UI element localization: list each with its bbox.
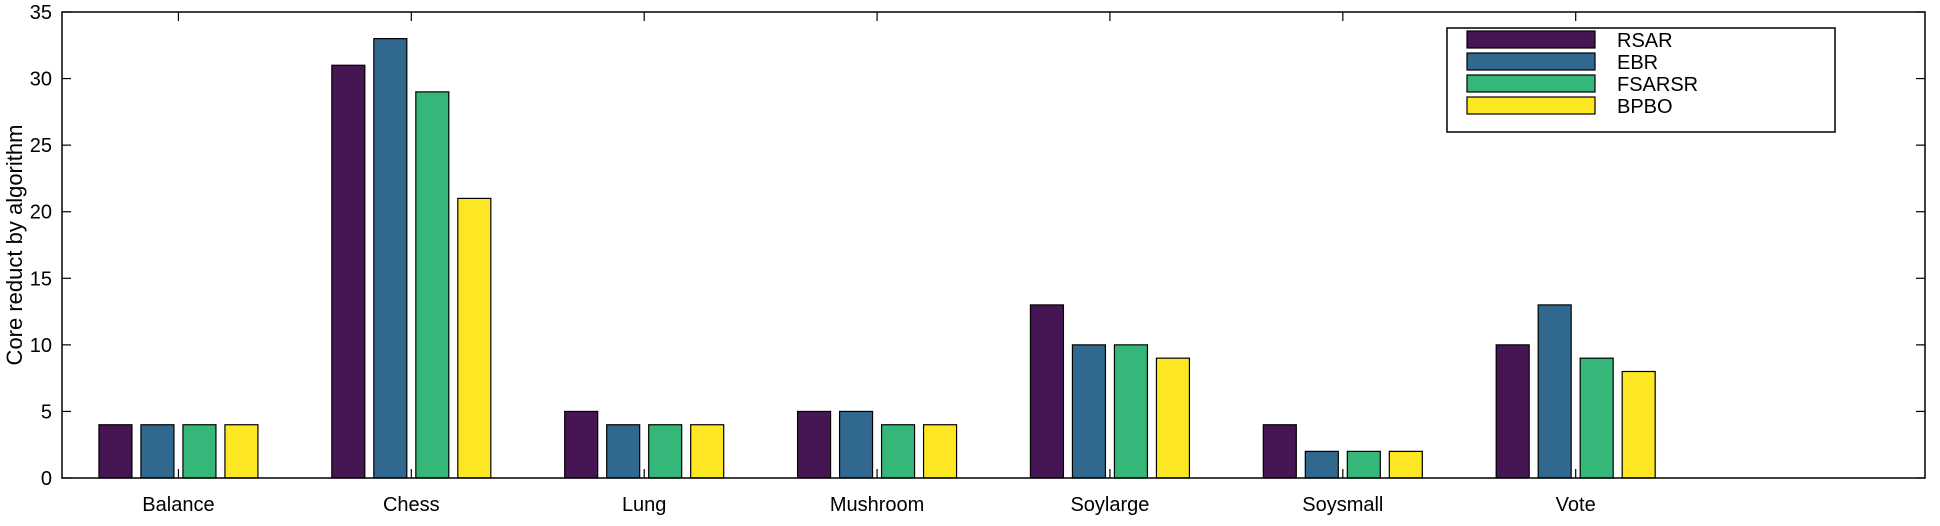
legend-label-fsarsr: FSARSR <box>1617 74 1698 96</box>
bar-rsar-soylarge <box>1029 304 1065 479</box>
bar-ebr-lung <box>606 424 641 479</box>
y-tick-label: 35 <box>30 2 52 24</box>
bar-bpbo-mushroom <box>922 424 958 479</box>
bar-bpbo-soylarge <box>1155 357 1191 479</box>
bar-rsar-chess <box>331 64 366 479</box>
bar-ebr-soylarge <box>1071 344 1107 479</box>
legend-label-bpbo: BPBO <box>1617 96 1673 118</box>
axes-layer <box>61 11 1926 479</box>
y-tick-label: 0 <box>41 468 52 490</box>
x-tick-label-vote: Vote <box>1556 494 1596 516</box>
legend-swatch-rsar <box>1466 30 1596 49</box>
x-tick-label-mushroom: Mushroom <box>830 494 924 516</box>
plot-frame <box>61 11 1926 479</box>
bar-fsarsr-mushroom <box>880 424 916 479</box>
labels-layer: 0 5 10 15 20 25 30 35 Balance Chess Lung Mushroom So… <box>30 2 1596 516</box>
bar-rsar-soysmall <box>1262 424 1297 479</box>
legend-label-ebr: EBR <box>1617 52 1658 74</box>
bar-rsar-lung <box>564 410 599 479</box>
bar-fsarsr-soysmall <box>1346 450 1381 479</box>
bar-ebr-vote <box>1537 304 1572 479</box>
bar-fsarsr-chess <box>415 91 450 479</box>
bar-fsarsr-vote <box>1579 357 1614 479</box>
legend-swatch-fsarsr <box>1466 74 1596 93</box>
x-tick-label-balance: Balance <box>142 494 214 516</box>
bars-layer <box>98 38 1656 479</box>
bar-bpbo-lung <box>690 424 725 479</box>
bar-rsar-vote <box>1495 344 1530 479</box>
y-tick-label: 30 <box>30 69 52 91</box>
bar-fsarsr-soylarge <box>1113 344 1149 479</box>
y-tick-label: 15 <box>30 268 52 290</box>
x-tick-label-soysmall: Soysmall <box>1302 494 1383 516</box>
bar-ebr-chess <box>373 38 408 479</box>
y-tick-label: 5 <box>41 401 52 423</box>
y-tick-label: 10 <box>30 335 52 357</box>
legend-swatch-ebr <box>1466 52 1596 71</box>
bar-bpbo-vote <box>1621 370 1656 479</box>
bar-rsar-mushroom <box>796 410 832 479</box>
bar-bpbo-chess <box>457 197 492 479</box>
legend-swatch-bpbo <box>1466 96 1596 115</box>
y-tick-label: 20 <box>30 202 52 224</box>
x-tick-label-soylarge: Soylarge <box>1070 494 1149 516</box>
bar-fsarsr-lung <box>648 424 683 479</box>
y-axis-title: Core reduct by algorithm <box>2 125 27 366</box>
bar-bpbo-soysmall <box>1388 450 1423 479</box>
bar-bpbo-balance <box>224 424 259 479</box>
bar-ebr-balance <box>140 424 175 479</box>
bar-rsar-balance <box>98 424 133 479</box>
bar-ebr-mushroom <box>838 410 874 479</box>
legend-label-rsar: RSAR <box>1617 30 1673 52</box>
bar-fsarsr-balance <box>182 424 217 479</box>
y-tick-label: 25 <box>30 135 52 157</box>
x-tick-label-chess: Chess <box>383 494 440 516</box>
x-tick-label-lung: Lung <box>622 494 667 516</box>
bar-ebr-soysmall <box>1304 450 1339 479</box>
